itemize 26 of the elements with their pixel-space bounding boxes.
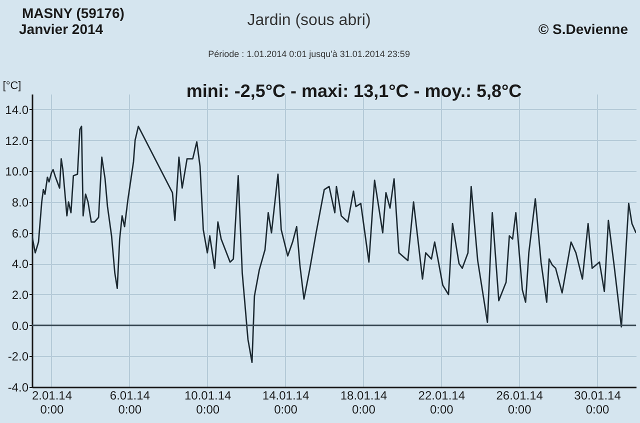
x-tick-label: 22.01.14 0:00 (418, 388, 466, 416)
x-tick-label: 18.01.14 0:00 (340, 388, 388, 416)
text: © S.Devienne (538, 21, 628, 37)
y-tick-label: 4.0 (12, 257, 29, 272)
chart-title: Jardin (sous abri) (247, 12, 371, 29)
y-tick-label: 14.0 (5, 102, 29, 117)
y-tick-label: 8.0 (12, 195, 29, 210)
x-tick-label: 14.01.14 0:00 (262, 388, 310, 416)
y-tick-label: 10.0 (5, 164, 29, 179)
text: MASNY (59176) (22, 5, 124, 21)
y-axis-title: [°C] (2, 80, 22, 92)
chart-subtitle: Période : 1.01.2014 0:01 jusqu'à 31.01.2014 23:59 (208, 49, 410, 59)
y-tick-label: -4.0 (8, 380, 29, 394)
x-tick-label: 10.01.14 0:00 (184, 388, 232, 416)
text: Janvier 2014 (19, 21, 104, 37)
y-tick-label: 12.0 (5, 134, 29, 148)
y-tick-label: -2.0 (8, 350, 29, 364)
y-tick-label: 0.0 (12, 318, 29, 333)
x-tick-label: 6.01.14 0:00 (110, 388, 150, 416)
x-tick-label: 2.01.14 0:00 (32, 388, 72, 416)
line-series (32, 126, 636, 364)
annotation: mini: -2,5°C - maxi: 13,1°C - moy.: 5,8°C (186, 81, 522, 101)
y-tick-label: 2.0 (12, 288, 29, 302)
x-tick-label: 30.01.14 0:00 (574, 388, 622, 416)
y-tick-label: 6.0 (12, 226, 29, 240)
x-tick-label: 26.01.14 0:00 (496, 388, 544, 416)
